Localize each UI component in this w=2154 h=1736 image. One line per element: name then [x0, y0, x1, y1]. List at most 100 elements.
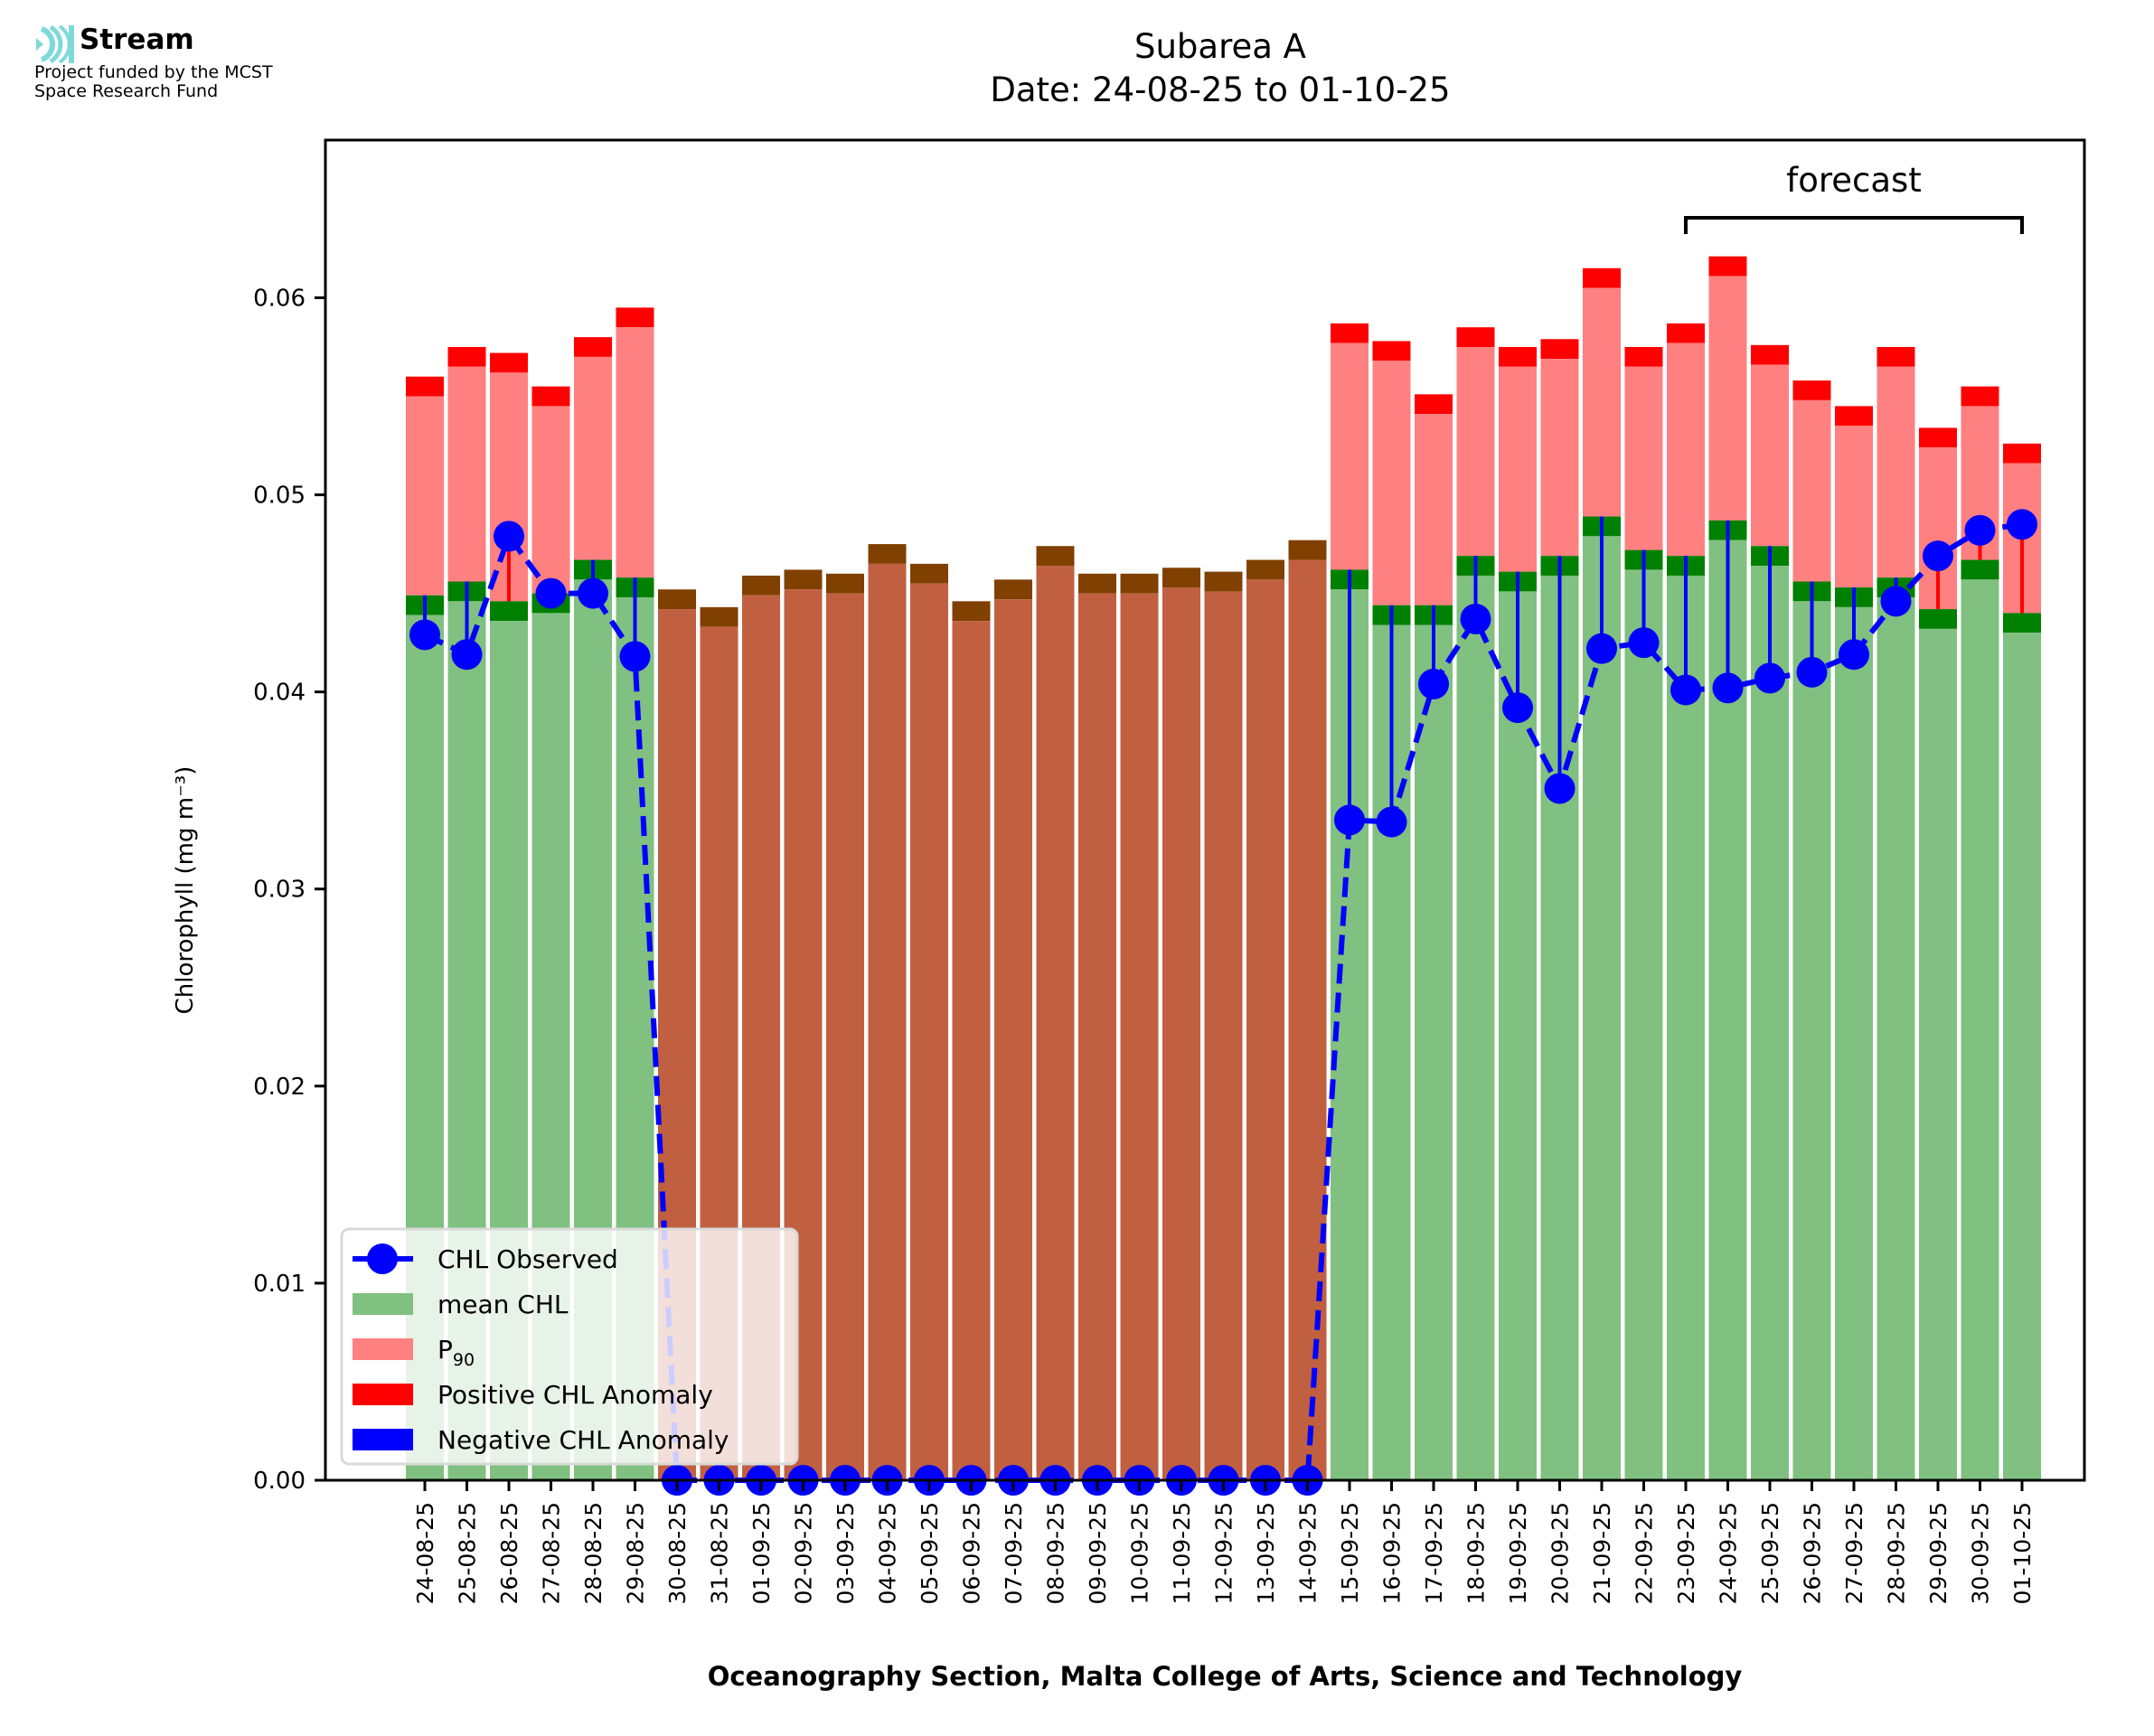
p90-cap-bar — [1624, 346, 1663, 367]
x-tick-label: 30-08-25 — [664, 1502, 691, 1604]
p90-bar — [1792, 399, 1831, 582]
p90-bar — [574, 356, 612, 560]
forecast-label: forecast — [1786, 161, 1922, 200]
missing-mean-bar — [826, 593, 864, 1480]
y-tick-label: 0.00 — [253, 1468, 306, 1495]
observed-point — [619, 641, 651, 672]
p90-cap-bar — [1415, 394, 1453, 415]
p90-cap-bar — [616, 307, 654, 328]
observed-point — [1628, 627, 1660, 659]
p90-cap-bar — [447, 346, 486, 367]
p90-bar — [406, 396, 444, 596]
x-tick-label: 12-09-25 — [1211, 1502, 1237, 1604]
x-tick-label: 26-08-25 — [496, 1502, 522, 1604]
legend-label: Positive CHL Anomaly — [437, 1380, 713, 1410]
p90-cap-bar — [1751, 344, 1789, 365]
p90-cap-bar — [1331, 323, 1369, 343]
x-tick-label: 29-08-25 — [623, 1502, 649, 1604]
p90-cap-bar — [1919, 427, 1957, 448]
observed-point — [1712, 672, 1744, 704]
x-tick-label: 06-09-25 — [959, 1502, 985, 1604]
x-tick-label: 08-09-25 — [1043, 1502, 1069, 1604]
x-tick-label: 04-09-25 — [875, 1502, 901, 1604]
p90-cap-bar — [1961, 386, 1999, 407]
mean-bar — [1667, 575, 1705, 1480]
p90-bar — [1583, 287, 1621, 517]
p90-bar — [1708, 276, 1747, 521]
x-tick-label: 27-09-25 — [1841, 1502, 1867, 1604]
axes-layer: 0.00 0.01 0.02 0.03 0.04 0.05 0.06 24-08-25 25-0… — [253, 138, 2086, 1604]
x-tick-label: 01-10-25 — [2009, 1502, 2036, 1604]
legend-label: P90 — [437, 1335, 475, 1370]
chart-subtitle: Date: 24-08-25 to 01-10-25 — [990, 70, 1451, 109]
missing-cap-bar — [742, 575, 780, 596]
x-tick-label: 20-09-25 — [1547, 1502, 1574, 1604]
missing-cap-bar — [700, 606, 738, 627]
p90-bar — [1667, 343, 1705, 557]
observed-point — [2007, 509, 2037, 540]
x-tick-label: 26-09-25 — [1800, 1502, 1826, 1604]
p90-cap-bar — [2003, 443, 2041, 464]
p90-bar — [1835, 426, 1873, 588]
x-tick-label: 11-09-25 — [1169, 1502, 1195, 1604]
observed-point — [1964, 514, 1996, 546]
x-tick-label: 25-09-25 — [1757, 1502, 1783, 1604]
mean-cap-bar — [490, 601, 528, 622]
observed-point — [1880, 586, 1912, 617]
x-tick-label: 31-08-25 — [707, 1502, 733, 1604]
x-tick-label: 28-08-25 — [580, 1502, 607, 1604]
mean-bar — [2003, 633, 2041, 1480]
plot-frame — [324, 138, 2086, 1482]
x-tick-label: 03-09-25 — [832, 1502, 859, 1604]
p90-cap-bar — [1372, 341, 1411, 361]
p90-bar — [1331, 343, 1369, 570]
missing-cap-bar — [826, 573, 864, 594]
logo-name: Stream — [80, 23, 194, 56]
missing-mean-bar — [868, 563, 907, 1480]
missing-mean-bar — [1204, 591, 1243, 1480]
legend-box — [340, 1227, 799, 1466]
y-tick-label: 0.05 — [253, 483, 306, 510]
x-tick-label: 15-09-25 — [1337, 1502, 1363, 1604]
x-tick-label: 07-09-25 — [1001, 1502, 1027, 1604]
y-tick-label: 0.03 — [253, 877, 306, 904]
observed-point — [1586, 633, 1617, 664]
x-tick-label: 28-09-25 — [1884, 1502, 1910, 1604]
p90-cap-bar — [1499, 346, 1537, 367]
x-tick-label: 09-09-25 — [1085, 1502, 1111, 1604]
mean-bar — [1919, 628, 1957, 1480]
missing-cap-bar — [994, 579, 1032, 600]
x-tick-label: 01-09-25 — [748, 1502, 775, 1604]
mean-bar — [1877, 596, 1915, 1480]
legend: CHL Observed mean CHL P90 Positive CHL Anom… — [340, 1227, 799, 1466]
forecast-annotation: forecast — [1684, 161, 2024, 234]
missing-cap-bar — [784, 569, 823, 590]
x-axis-label: Oceanography Section, Malta College of A… — [707, 1661, 1743, 1692]
mean-bar — [1751, 566, 1789, 1480]
observed-point — [1502, 692, 1533, 724]
p90-bar — [447, 366, 486, 582]
mean-bar — [1583, 536, 1621, 1480]
legend-swatch — [353, 1429, 413, 1450]
anomaly-stems-layer — [423, 516, 2024, 822]
x-tick-label: 05-09-25 — [917, 1502, 943, 1604]
observed-point — [1796, 656, 1828, 688]
missing-cap-bar — [658, 589, 696, 610]
p90-cap-bar — [1877, 346, 1915, 367]
missing-cap-bar — [868, 544, 907, 564]
missing-cap-bar — [1120, 573, 1159, 594]
x-tick-label: 02-09-25 — [791, 1502, 817, 1604]
x-tick-label: 16-09-25 — [1379, 1502, 1406, 1604]
x-tick-label: 18-09-25 — [1463, 1502, 1490, 1604]
legend-marker-icon — [367, 1243, 398, 1274]
missing-cap-bar — [1162, 568, 1200, 588]
x-tick-label: 24-08-25 — [412, 1502, 438, 1604]
legend-label: CHL Observed — [437, 1244, 618, 1274]
p90-cap-bar — [1792, 380, 1831, 400]
observed-point — [1839, 639, 1869, 671]
y-tick-label: 0.04 — [253, 680, 306, 707]
x-tick-label: 22-09-25 — [1632, 1502, 1658, 1604]
p90-bar — [1499, 366, 1537, 572]
missing-cap-bar — [910, 563, 948, 584]
